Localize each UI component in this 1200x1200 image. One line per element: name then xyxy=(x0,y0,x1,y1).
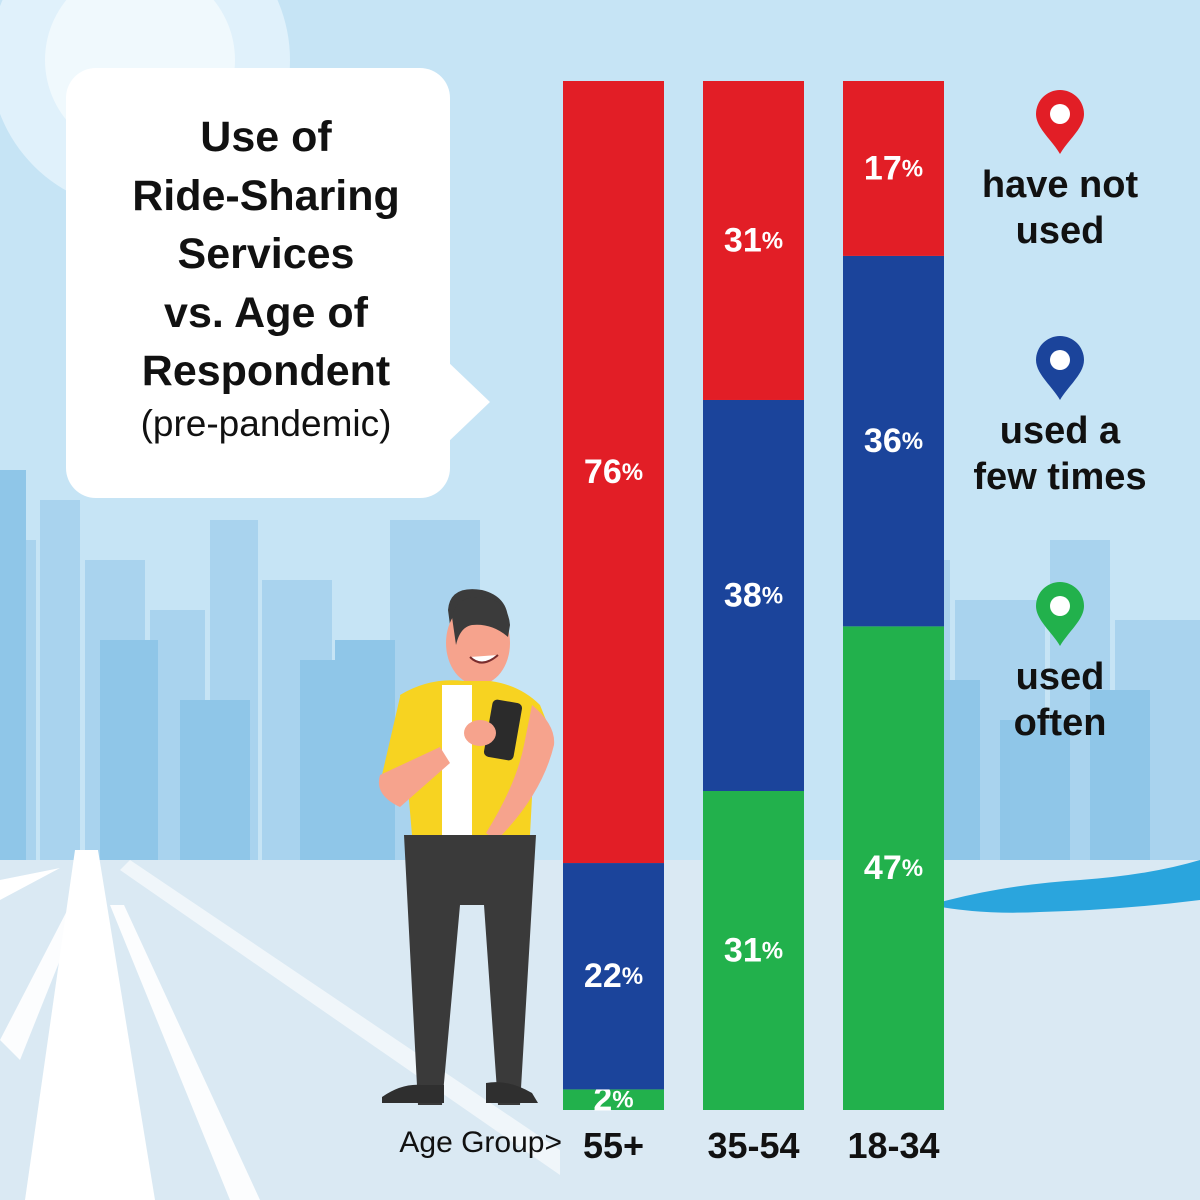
chart-title: Use of Ride-Sharing Services vs. Age of … xyxy=(66,108,466,401)
data-label: 2% xyxy=(593,1081,633,1119)
speech-bubble-tail xyxy=(446,360,490,444)
bar-segment-have-not-used xyxy=(843,81,944,256)
data-label: 36% xyxy=(864,422,923,460)
data-label: 38% xyxy=(724,576,783,614)
title-speech-bubble xyxy=(66,68,450,498)
bar-segment-used-often xyxy=(703,791,804,1110)
data-label: 76% xyxy=(584,453,643,491)
x-tick-label: 18-34 xyxy=(847,1125,939,1166)
legend-item-have-not-used: have not used xyxy=(930,90,1190,254)
map-pin-icon xyxy=(1036,336,1084,400)
title-line: Services xyxy=(177,230,355,278)
map-pin-icon xyxy=(1036,582,1084,646)
man-with-phone-illustration xyxy=(378,589,555,1105)
legend-item-used-often: used often xyxy=(930,582,1190,746)
title-line: Respondent xyxy=(141,347,391,395)
title-line: Use of xyxy=(200,113,332,161)
chart-subtitle: (pre-pandemic) xyxy=(140,403,392,444)
legend-label: often xyxy=(1013,702,1107,744)
data-label: 22% xyxy=(584,957,643,995)
map-pin-icon xyxy=(1036,90,1084,154)
bar-segment-used-a-few-times xyxy=(843,255,944,627)
data-label: 17% xyxy=(864,149,923,187)
bar-segment-used-often xyxy=(843,626,944,1110)
bar-segment-used-often xyxy=(563,1089,664,1110)
bar-segment-have-not-used xyxy=(703,81,804,400)
x-tick-label: 55+ xyxy=(583,1125,644,1166)
bar-segment-used-a-few-times xyxy=(563,863,664,1090)
data-label: 31% xyxy=(724,221,783,259)
title-line: Ride-Sharing xyxy=(132,171,400,220)
title-line: vs. Age of xyxy=(164,288,368,337)
bar-segment-have-not-used xyxy=(563,81,664,864)
x-axis-label: Age Group> xyxy=(399,1126,562,1159)
bar-segment-used-a-few-times xyxy=(703,399,804,792)
data-label: 47% xyxy=(864,849,923,887)
legend-label: used xyxy=(1015,656,1105,698)
legend-label: used a xyxy=(999,410,1121,452)
legend-label: used xyxy=(1015,210,1105,252)
legend-label: few times xyxy=(973,456,1147,498)
x-tick-label: 35-54 xyxy=(707,1125,799,1166)
legend-label: have not xyxy=(981,164,1139,206)
legend-item-used-a-few-times: used a few times xyxy=(930,336,1190,500)
data-label: 31% xyxy=(724,931,783,969)
